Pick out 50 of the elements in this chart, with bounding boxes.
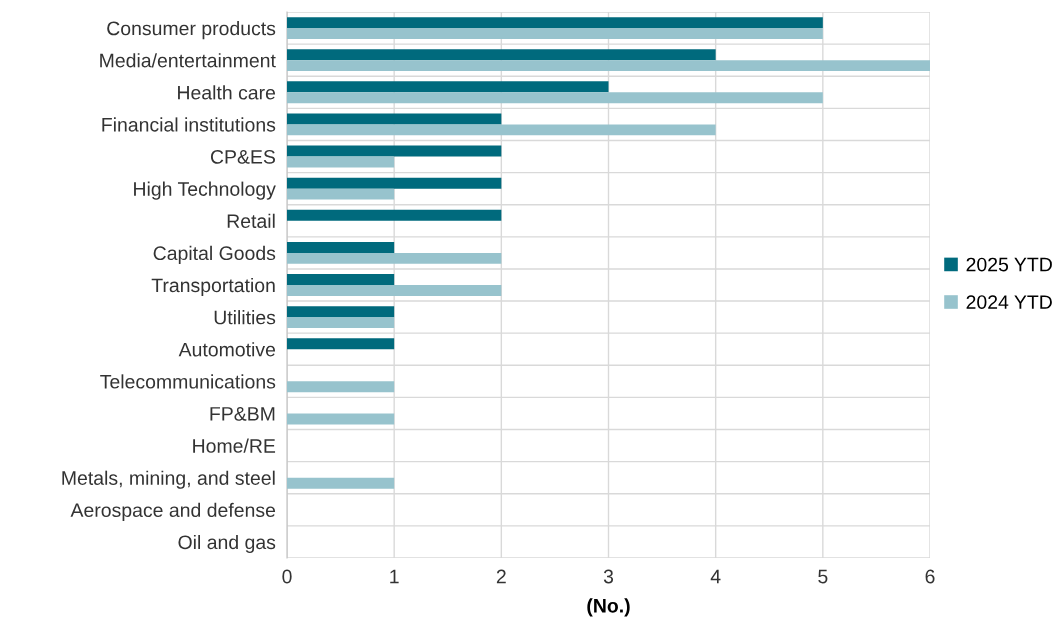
y-tick-label: Health care [178, 85, 276, 100]
y-tick-label: Consumer products [107, 21, 276, 40]
bar [287, 381, 395, 393]
bar [287, 252, 502, 264]
bar [287, 413, 395, 425]
bar [287, 124, 716, 136]
y-tick-label: Media/entertainment [100, 53, 276, 68]
bar [287, 113, 502, 125]
bar [287, 241, 395, 253]
y-tick-label: FP&BM [210, 407, 275, 421]
bar [287, 60, 930, 72]
bar [287, 188, 395, 200]
x-axis-title: (No.) [587, 598, 630, 617]
y-tick-label: CP&ES [210, 150, 275, 164]
legend-label: 2024 YTD [966, 295, 1052, 309]
legend-label: 2025 YTD [966, 257, 1052, 272]
y-tick-label: Utilities [214, 310, 276, 325]
x-tick-label: 5 [818, 569, 828, 584]
x-tick-label: 2 [496, 569, 506, 584]
x-tick-label: 1 [390, 569, 399, 584]
y-tick-label: Home/RE [193, 438, 276, 453]
y-tick-label: Transportation [151, 277, 275, 297]
y-tick-label: Telecommunications [100, 374, 276, 389]
y-tick-label: Automotive [178, 342, 276, 357]
x-tick-label: 3 [603, 569, 614, 584]
bar [287, 145, 502, 157]
bar [287, 28, 823, 39]
x-tick-label: 6 [925, 569, 935, 584]
bar [287, 274, 395, 285]
bar [287, 49, 716, 61]
bar [287, 209, 502, 221]
bar [287, 156, 395, 168]
y-tick-label: Retail [227, 213, 275, 228]
bar [287, 92, 823, 104]
y-tick-label: Financial institutions [102, 117, 276, 132]
bar [287, 81, 609, 93]
bar [287, 338, 395, 350]
bar [287, 177, 502, 189]
bar [287, 306, 395, 318]
bar [287, 285, 502, 296]
y-tick-label: Capital Goods [153, 245, 276, 264]
y-tick-label: Aerospace and defense [70, 502, 276, 521]
y-tick-label: High Technology [134, 181, 276, 200]
x-tick-label: 4 [710, 569, 721, 584]
bar [287, 17, 823, 29]
y-tick-label: Metals, mining, and steel [62, 470, 275, 489]
bar [287, 477, 395, 489]
y-tick-label: Oil and gas [178, 534, 276, 554]
bar [287, 317, 395, 329]
x-tick-label: 0 [282, 569, 292, 584]
